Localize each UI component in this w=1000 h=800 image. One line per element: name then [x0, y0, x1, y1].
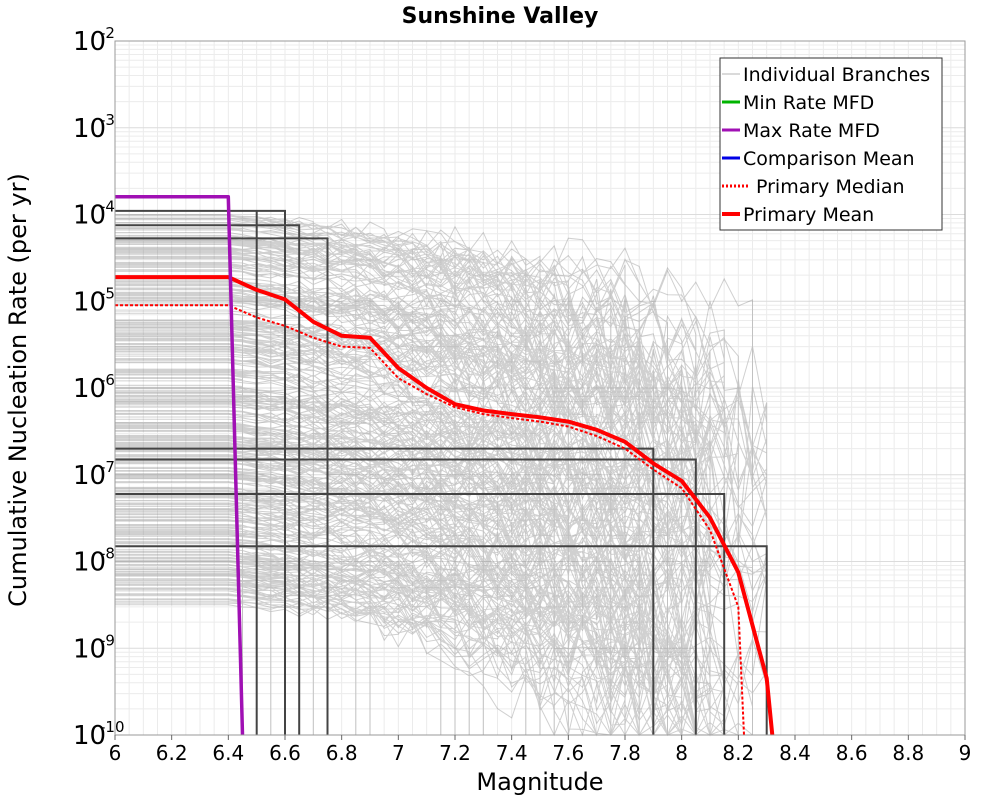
y-tick-label: 10 — [73, 548, 106, 578]
individual-branches — [115, 209, 768, 737]
y-tick-exponent: -9 — [100, 631, 115, 649]
y-tick-exponent: -6 — [100, 371, 115, 389]
y-tick-label: 10 — [73, 461, 106, 491]
series-layer — [115, 195, 775, 736]
y-tick-exponent: -2 — [100, 24, 115, 42]
y-tick-label: 10 — [73, 634, 106, 664]
branch-lines — [115, 214, 768, 737]
plot-area-frame — [114, 40, 966, 736]
x-tick-label: 6 — [109, 741, 122, 765]
y-tick-exponent: -4 — [100, 198, 115, 216]
series-max-rate-mfd — [115, 195, 245, 736]
legend-label: Comparison Mean — [743, 148, 915, 170]
x-tick-label: 8.4 — [779, 741, 811, 765]
y-tick-label: 10 — [73, 27, 106, 57]
x-tick-label: 7 — [392, 741, 405, 765]
x-axis-ticks: 6 6.2 6.4 6.6 6.8 7 7.2 7.4 7.6 7.8 8 8.2 8.4 8.6 8.8 9 — [109, 735, 972, 765]
y-tick-exponent: -10 — [100, 718, 125, 736]
y-tick-exponent: -3 — [100, 111, 115, 129]
x-tick-label: 7.8 — [609, 741, 641, 765]
x-tick-label: 9 — [959, 741, 972, 765]
y-axis-label: Cumulative Nucleation Rate (per yr) — [4, 173, 32, 607]
y-tick-exponent: -7 — [100, 458, 115, 476]
legend-label: Min Rate MFD — [743, 92, 874, 114]
legend: Individual Branches Min Rate MFD Max Rate … — [719, 57, 943, 231]
legend-label: Primary Mean — [743, 204, 874, 226]
legend-label: Individual Branches — [743, 64, 930, 86]
x-tick-label: 6.2 — [156, 741, 188, 765]
series-primary-mean — [115, 275, 775, 736]
legend-label: Primary Median — [756, 176, 905, 198]
chart-title: Sunshine Valley — [402, 4, 599, 29]
legend-box — [719, 57, 943, 231]
x-tick-label: 8 — [675, 741, 688, 765]
x-tick-label: 6.8 — [326, 741, 358, 765]
y-tick-exponent: -8 — [100, 545, 115, 563]
legend-items: Individual Branches Min Rate MFD Max Rate … — [722, 64, 930, 226]
x-tick-label: 7.4 — [496, 741, 528, 765]
y-tick-label: 10 — [73, 114, 106, 144]
x-tick-label: 7.6 — [552, 741, 584, 765]
x-tick-label: 8.6 — [836, 741, 868, 765]
y-tick-label: 10 — [73, 374, 106, 404]
x-axis-label: Magnitude — [476, 768, 603, 796]
x-tick-label: 6.6 — [269, 741, 301, 765]
x-tick-label: 8.2 — [722, 741, 754, 765]
series-primary-median — [115, 304, 745, 736]
branch-step-lines — [115, 209, 768, 735]
legend-label: Max Rate MFD — [743, 120, 880, 142]
x-tick-label: 8.8 — [892, 741, 924, 765]
x-tick-label: 7.2 — [439, 741, 471, 765]
y-tick-label: 10 — [73, 721, 106, 751]
x-tick-label: 6.4 — [212, 741, 244, 765]
y-tick-label: 10 — [73, 287, 106, 317]
y-tick-exponent: -5 — [100, 284, 115, 302]
y-tick-label: 10 — [73, 201, 106, 231]
